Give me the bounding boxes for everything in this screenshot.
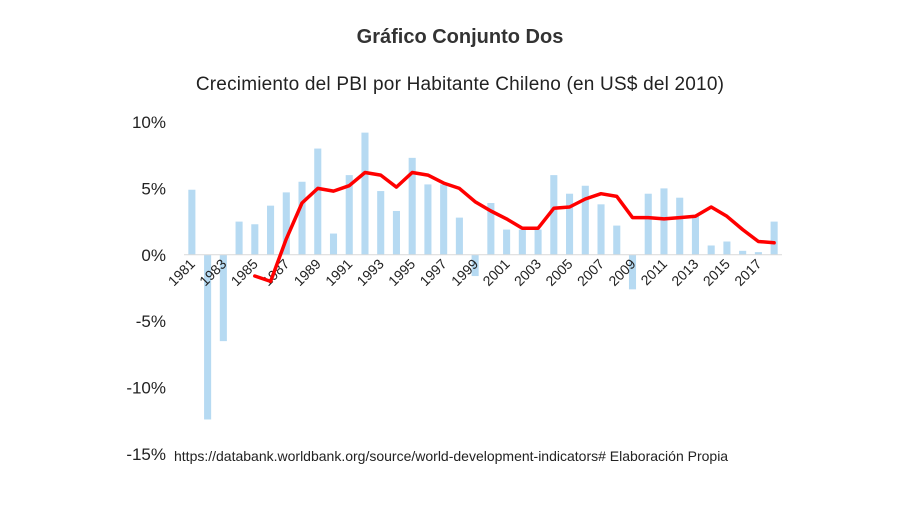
bar-1987 — [282, 192, 290, 255]
bar-1985 — [251, 224, 259, 255]
bar-2009 — [628, 254, 637, 290]
bar-1991 — [345, 175, 353, 255]
bar-2015 — [723, 241, 731, 255]
x-tick-label: 1995 — [385, 255, 418, 288]
bar-1988 — [298, 181, 306, 255]
bar-2008 — [613, 225, 621, 255]
x-tick-label: 2003 — [511, 255, 544, 288]
bar-2007 — [597, 204, 605, 255]
bar-2014 — [707, 245, 715, 255]
page-title: Gráfico Conjunto Dos — [356, 26, 564, 48]
x-tick-label: 1997 — [416, 255, 449, 288]
bar-1992 — [361, 132, 369, 255]
bar-series — [188, 132, 778, 420]
y-tick-label: 5% — [141, 179, 166, 198]
x-tick-label: 2005 — [542, 255, 575, 288]
bar-1984 — [235, 221, 243, 255]
y-axis: 10% 5% 0% -5% -10% -15% — [126, 113, 166, 464]
x-tick-label: 1985 — [228, 255, 261, 288]
bar-2016 — [739, 250, 747, 255]
x-tick-label: 1981 — [165, 255, 198, 288]
bar-2012 — [676, 197, 684, 255]
bar-2004 — [550, 175, 558, 255]
y-tick-label: -5% — [136, 312, 166, 331]
bar-1994 — [392, 210, 400, 255]
bar-1998 — [455, 217, 463, 255]
bar-2011 — [660, 188, 668, 255]
bar-1982 — [204, 254, 212, 420]
bar-1997 — [440, 184, 448, 255]
bar-1983 — [219, 254, 227, 342]
x-tick-label: 1989 — [291, 255, 324, 288]
x-tick-label: 2001 — [479, 255, 512, 288]
x-tick-label: 2011 — [637, 255, 670, 288]
x-tick-label: 1991 — [322, 255, 355, 288]
x-tick-label: 2007 — [574, 255, 607, 288]
bar-2003 — [534, 229, 542, 255]
y-tick-label: 0% — [141, 246, 166, 265]
bar-1986 — [267, 205, 275, 255]
bar-1989 — [314, 148, 322, 255]
y-tick-label: -15% — [126, 445, 166, 464]
bar-2001 — [503, 229, 511, 255]
bar-1996 — [424, 184, 432, 255]
bar-2010 — [644, 193, 652, 255]
bar-1999 — [471, 254, 479, 277]
y-tick-label: -10% — [126, 379, 166, 398]
chart-title: Crecimiento del PBI por Habitante Chilen… — [195, 74, 725, 95]
bar-2018 — [770, 221, 778, 255]
bar-2000 — [487, 203, 495, 255]
x-tick-label: 2013 — [668, 255, 701, 288]
bar-2005 — [566, 193, 574, 255]
bar-1993 — [377, 191, 385, 255]
bar-2002 — [518, 229, 526, 255]
x-tick-label: 2015 — [700, 255, 733, 288]
bar-1995 — [408, 157, 416, 255]
x-tick-label: 2017 — [731, 255, 764, 288]
source-note: https://databank.worldbank.org/source/wo… — [174, 448, 729, 464]
bar-1981 — [188, 189, 196, 255]
bar-1990 — [329, 233, 338, 255]
bar-2013 — [691, 214, 699, 255]
x-axis: 1981198319851987198919911993199519971999… — [165, 255, 765, 288]
bar-2006 — [581, 185, 589, 255]
line-series — [253, 170, 776, 284]
y-tick-label: 10% — [132, 113, 166, 132]
x-tick-label: 1993 — [353, 255, 386, 288]
bar-2017 — [754, 252, 762, 255]
growth-line — [253, 170, 776, 284]
